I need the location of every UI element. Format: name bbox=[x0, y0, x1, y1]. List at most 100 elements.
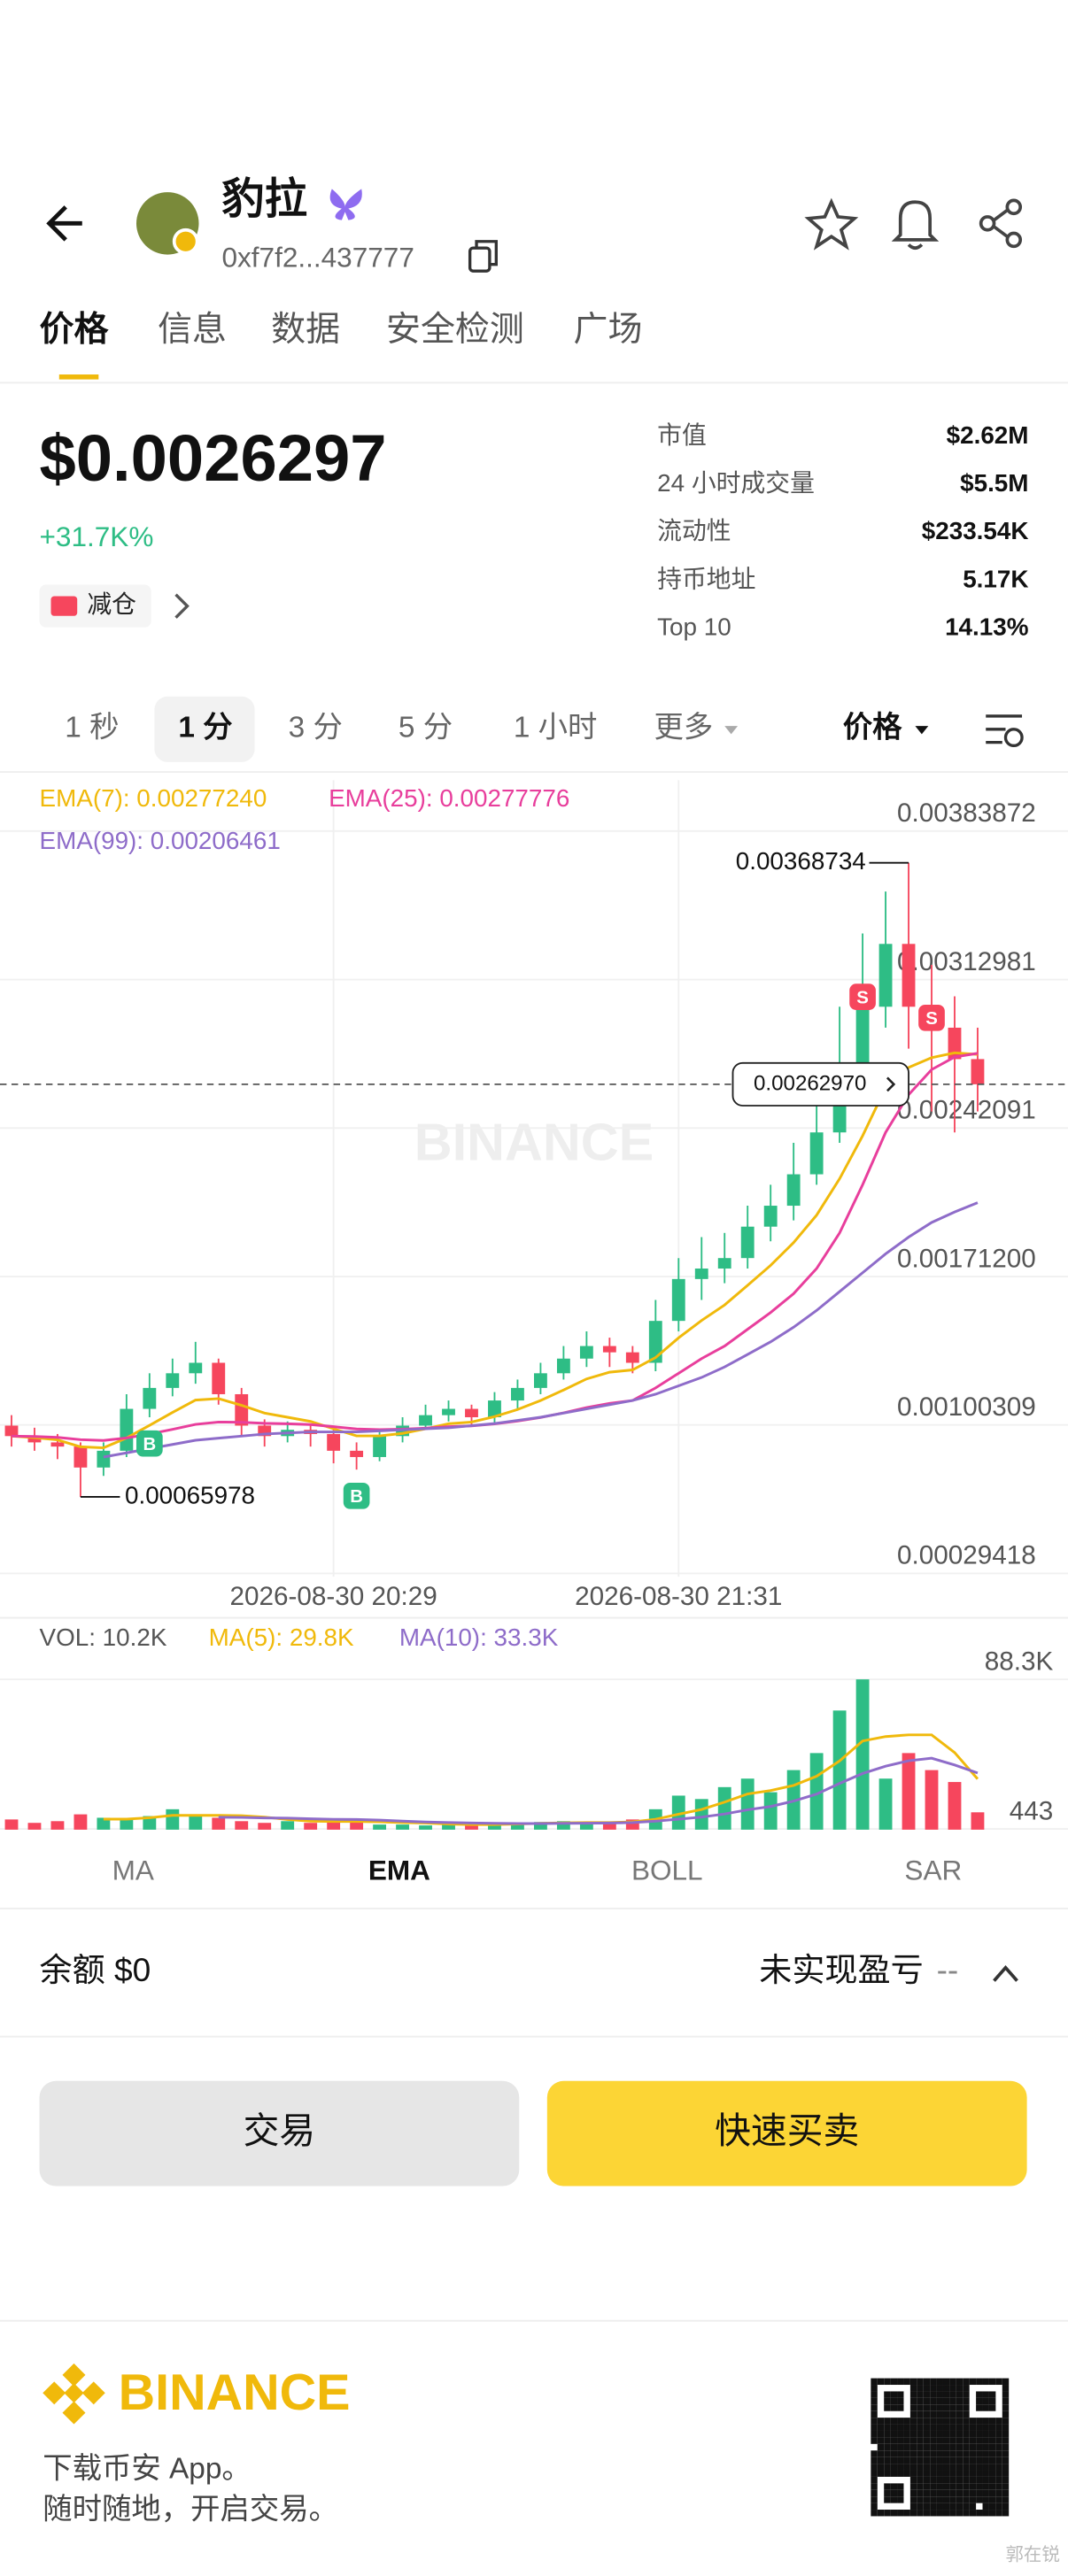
qr-module bbox=[949, 2410, 956, 2418]
qr-module bbox=[890, 2404, 898, 2411]
qr-module bbox=[949, 2378, 956, 2386]
qr-module bbox=[988, 2424, 996, 2431]
qr-module bbox=[949, 2385, 956, 2392]
qr-module bbox=[871, 2424, 878, 2431]
candle-body bbox=[902, 944, 916, 1007]
indicator-tab[interactable]: SAR bbox=[904, 1854, 962, 1886]
interval[interactable]: 1 分 bbox=[178, 712, 232, 744]
qr-module bbox=[942, 2503, 950, 2510]
qr-module bbox=[897, 2437, 904, 2444]
volume-bar bbox=[97, 1817, 111, 1830]
qr-module bbox=[909, 2404, 917, 2411]
qr-module bbox=[936, 2391, 943, 2398]
qr-module bbox=[995, 2418, 1002, 2425]
price-selector[interactable]: 价格 bbox=[843, 712, 902, 744]
trade-button[interactable] bbox=[39, 2080, 520, 2187]
tag-box[interactable] bbox=[39, 584, 151, 628]
qr-module bbox=[1002, 2404, 1010, 2411]
candle-body bbox=[878, 944, 893, 1007]
qr-module bbox=[1002, 2430, 1010, 2438]
qr-module bbox=[963, 2443, 970, 2451]
volume-bar bbox=[120, 1819, 134, 1830]
indicator-tab[interactable]: EMA bbox=[368, 1854, 430, 1886]
interval[interactable]: 1 小时 bbox=[514, 712, 598, 744]
qr-module bbox=[917, 2456, 924, 2464]
qr-module bbox=[930, 2424, 937, 2431]
qr-module bbox=[917, 2391, 924, 2398]
qr-module bbox=[884, 2510, 891, 2517]
volume-bar bbox=[27, 1823, 42, 1830]
qr-module bbox=[949, 2404, 956, 2411]
qr-module bbox=[942, 2450, 950, 2457]
stat-label: Top 10 bbox=[657, 613, 731, 641]
qr-module bbox=[982, 2510, 989, 2517]
last-price-box[interactable] bbox=[731, 1061, 909, 1107]
stat-label: 市值 bbox=[657, 421, 707, 449]
selector-caret bbox=[915, 726, 929, 735]
indicator-tab[interactable]: MA bbox=[112, 1854, 154, 1886]
volume-bar bbox=[717, 1786, 731, 1830]
qr-module bbox=[969, 2470, 977, 2477]
qr-module bbox=[917, 2437, 924, 2444]
tab[interactable]: 数据 bbox=[271, 311, 340, 349]
qr-module bbox=[884, 2470, 891, 2477]
alert-button[interactable] bbox=[891, 200, 940, 251]
copy-button[interactable] bbox=[468, 240, 498, 273]
qr-module bbox=[982, 2404, 989, 2411]
qr-module bbox=[936, 2483, 943, 2490]
back-button[interactable] bbox=[46, 205, 82, 242]
qr-module bbox=[963, 2418, 970, 2425]
interval[interactable]: 5 分 bbox=[399, 712, 453, 744]
qr-module bbox=[956, 2404, 964, 2411]
qr-module bbox=[949, 2430, 956, 2438]
candle-body bbox=[419, 1415, 432, 1426]
volume-bar bbox=[694, 1799, 708, 1830]
share-button[interactable] bbox=[979, 198, 1023, 249]
qr-module bbox=[988, 2510, 996, 2517]
qr-module bbox=[963, 2430, 970, 2438]
qr-module bbox=[909, 2503, 917, 2510]
qr-module bbox=[871, 2385, 878, 2392]
qr-module bbox=[890, 2464, 898, 2471]
qr-module bbox=[871, 2450, 878, 2457]
qr-module bbox=[969, 2464, 977, 2471]
interval[interactable]: 3 分 bbox=[289, 712, 343, 744]
volume-bar bbox=[740, 1778, 755, 1830]
qr-module bbox=[956, 2385, 964, 2392]
stat-label: 持币地址 bbox=[657, 565, 755, 592]
qr-module bbox=[976, 2496, 983, 2503]
volume-bar bbox=[625, 1819, 639, 1830]
qr-module bbox=[963, 2503, 970, 2510]
qr-module bbox=[871, 2496, 878, 2503]
volume-bar bbox=[327, 1819, 341, 1830]
qr-module bbox=[969, 2456, 977, 2464]
trade-marker-label: B bbox=[350, 1487, 363, 1507]
chart-settings[interactable] bbox=[986, 714, 1024, 748]
interval[interactable]: 1 秒 bbox=[65, 712, 119, 744]
y-tick-label: 0.00242091 bbox=[897, 1096, 1036, 1125]
tab[interactable]: 广场 bbox=[574, 311, 643, 349]
qr-module bbox=[877, 2456, 885, 2464]
legend-entry: EMA(25): 0.00277776 bbox=[329, 784, 569, 812]
indicator-tab[interactable]: BOLL bbox=[631, 1854, 703, 1886]
expand-button[interactable] bbox=[993, 1964, 1018, 1982]
qr-module bbox=[956, 2464, 964, 2471]
qr-module bbox=[890, 2397, 898, 2405]
qr-module bbox=[942, 2385, 950, 2392]
tab[interactable]: 安全检测 bbox=[386, 311, 524, 349]
trade-button-label: 交易 bbox=[244, 2110, 316, 2151]
quick-trade-button[interactable] bbox=[546, 2080, 1027, 2187]
qr-module bbox=[956, 2489, 964, 2497]
tab[interactable]: 价格 bbox=[40, 311, 110, 349]
qr-module bbox=[903, 2430, 910, 2438]
qr-module bbox=[890, 2450, 898, 2457]
qr-module bbox=[903, 2443, 910, 2451]
tab[interactable]: 信息 bbox=[158, 311, 227, 349]
interval[interactable]: 更多 bbox=[654, 712, 713, 744]
qr-module bbox=[982, 2476, 989, 2484]
qr-module bbox=[877, 2450, 885, 2457]
favorite-button[interactable] bbox=[804, 197, 859, 251]
qr-module bbox=[963, 2456, 970, 2464]
candle-body bbox=[143, 1387, 157, 1409]
